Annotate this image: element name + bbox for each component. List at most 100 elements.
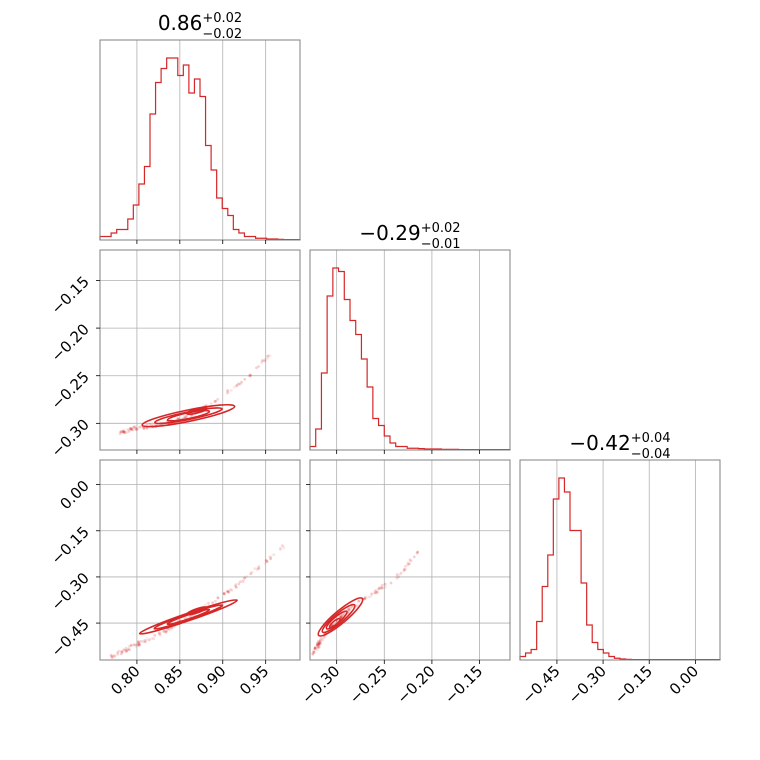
sample-point-pair0-25 — [129, 427, 133, 430]
sample-point-pair0-117 — [140, 425, 143, 429]
sample-point-pair1-82 — [257, 567, 261, 570]
sample-point-pair2-46 — [316, 645, 320, 649]
title-plus-p2: +0.04 — [631, 431, 671, 446]
sample-point-pair2-21 — [370, 592, 373, 595]
sample-point-pair1-6 — [153, 633, 157, 637]
sample-point-pair1-100 — [120, 650, 124, 654]
sample-point-pair1-23 — [126, 648, 130, 652]
sample-point-pair2-96 — [313, 646, 317, 650]
sample-point-pair2-22 — [404, 567, 407, 571]
sample-point-pair1-64 — [143, 640, 147, 644]
sample-point-pair1-92 — [110, 656, 114, 659]
histogram-panel-p2 — [519, 459, 721, 661]
sample-point-pair2-124 — [347, 608, 351, 612]
sample-point-pair0-136 — [123, 431, 127, 435]
sample-point-pair2-149 — [379, 587, 383, 591]
title-median-p2: −0.42 — [569, 431, 630, 455]
grid-layer — [100, 40, 696, 660]
sample-point-pair0-102 — [214, 399, 218, 403]
sample-point-pair0-100 — [126, 428, 130, 431]
sample-point-pair2-10 — [373, 591, 376, 595]
sample-point-pair0-55 — [249, 374, 253, 377]
sample-point-pair2-89 — [357, 600, 360, 603]
sample-point-pair2-129 — [395, 575, 398, 579]
sample-point-pair2-38 — [379, 585, 383, 589]
sample-point-pair2-28 — [316, 643, 320, 647]
sample-point-pair1-28 — [123, 648, 127, 652]
x-tick-label-p1-1: −0.25 — [346, 662, 391, 707]
sample-point-pair1-129 — [132, 643, 136, 647]
sample-point-pair2-87 — [402, 569, 406, 572]
sample-point-pair1-79 — [204, 603, 207, 607]
sample-point-pair1-69 — [239, 580, 242, 584]
sample-point-pair1-9 — [120, 650, 124, 653]
title-minus-p0: −0.02 — [202, 27, 242, 42]
y-tick-label-p1-1: −0.25 — [48, 368, 93, 413]
sample-point-pair0-93 — [127, 430, 131, 433]
sample-point-pair0-47 — [176, 417, 180, 420]
x-tick-label-p2-0: −0.45 — [519, 662, 564, 707]
y-tick-label-p2-0: −0.45 — [48, 615, 93, 660]
title-median-p1: −0.29 — [359, 221, 420, 245]
sample-point-pair2-49 — [347, 607, 351, 610]
sample-point-pair1-123 — [226, 590, 230, 593]
sample-point-pair1-145 — [159, 634, 162, 637]
sample-point-pair1-134 — [206, 601, 210, 605]
sample-point-pair1-106 — [150, 637, 154, 640]
contour-level-pair0-0 — [141, 403, 236, 428]
sample-point-pair2-43 — [348, 608, 351, 612]
sample-point-pair1-121 — [186, 615, 190, 619]
sample-point-pair1-132 — [264, 559, 268, 562]
sample-point-pair2-19 — [316, 645, 320, 649]
sample-point-pair1-103 — [129, 644, 133, 647]
sample-point-pair1-108 — [143, 639, 147, 642]
sample-point-pair1-25 — [138, 643, 142, 647]
sample-point-pair0-148 — [125, 428, 129, 431]
sample-point-pair0-119 — [120, 430, 124, 433]
title-p2: −0.42+0.04 — [569, 431, 670, 455]
sample-point-pair0-31 — [123, 431, 127, 434]
sample-point-pair0-149 — [129, 427, 133, 431]
sample-point-pair0-127 — [236, 383, 240, 386]
sample-point-pair2-37 — [374, 591, 377, 595]
data-layer — [99, 57, 721, 661]
sample-point-pair1-130 — [134, 643, 138, 647]
sample-point-pair1-13 — [164, 630, 168, 634]
sample-point-pair2-102 — [315, 644, 319, 647]
sample-point-pair1-15 — [249, 572, 253, 576]
sample-point-pair0-95 — [248, 373, 252, 377]
sample-point-pair2-86 — [406, 561, 410, 565]
sample-point-pair1-133 — [113, 654, 116, 657]
sample-point-pair2-74 — [395, 576, 399, 580]
sample-point-pair0-131 — [122, 428, 126, 432]
sample-point-pair1-35 — [127, 645, 131, 648]
sample-point-pair1-36 — [137, 643, 141, 647]
sample-point-pair1-83 — [136, 640, 140, 644]
scatter-panel-pair1 — [99, 459, 301, 661]
sample-point-pair2-33 — [312, 649, 315, 652]
sample-point-pair0-14 — [122, 429, 125, 433]
sample-point-pair2-6 — [346, 608, 350, 611]
x-tick-label-p0-3: 0.95 — [236, 662, 272, 698]
sample-point-pair2-31 — [380, 583, 384, 587]
histogram-line-p0 — [99, 57, 301, 241]
x-tick-label-p0-1: 0.85 — [150, 662, 186, 698]
sample-point-pair0-22 — [145, 427, 149, 430]
sample-point-pair0-145 — [266, 354, 270, 358]
sample-point-pair0-147 — [226, 389, 230, 392]
sample-point-pair2-34 — [318, 641, 322, 645]
sample-point-pair0-106 — [148, 423, 152, 426]
sample-point-pair2-71 — [367, 595, 371, 599]
x-tick-label-p2-1: −0.30 — [565, 662, 610, 707]
sample-point-pair1-57 — [116, 653, 120, 656]
sample-point-pair1-88 — [132, 643, 136, 646]
sample-point-pair1-65 — [227, 590, 231, 594]
sample-point-pair1-54 — [110, 654, 114, 658]
sample-point-pair0-62 — [216, 397, 220, 401]
sample-point-pair1-128 — [211, 600, 215, 604]
sample-point-pair1-81 — [125, 649, 128, 653]
sample-point-pair1-22 — [119, 652, 123, 656]
sample-point-pair1-26 — [145, 637, 149, 640]
sample-point-pair0-60 — [130, 427, 133, 430]
sample-point-pair1-71 — [141, 640, 145, 643]
